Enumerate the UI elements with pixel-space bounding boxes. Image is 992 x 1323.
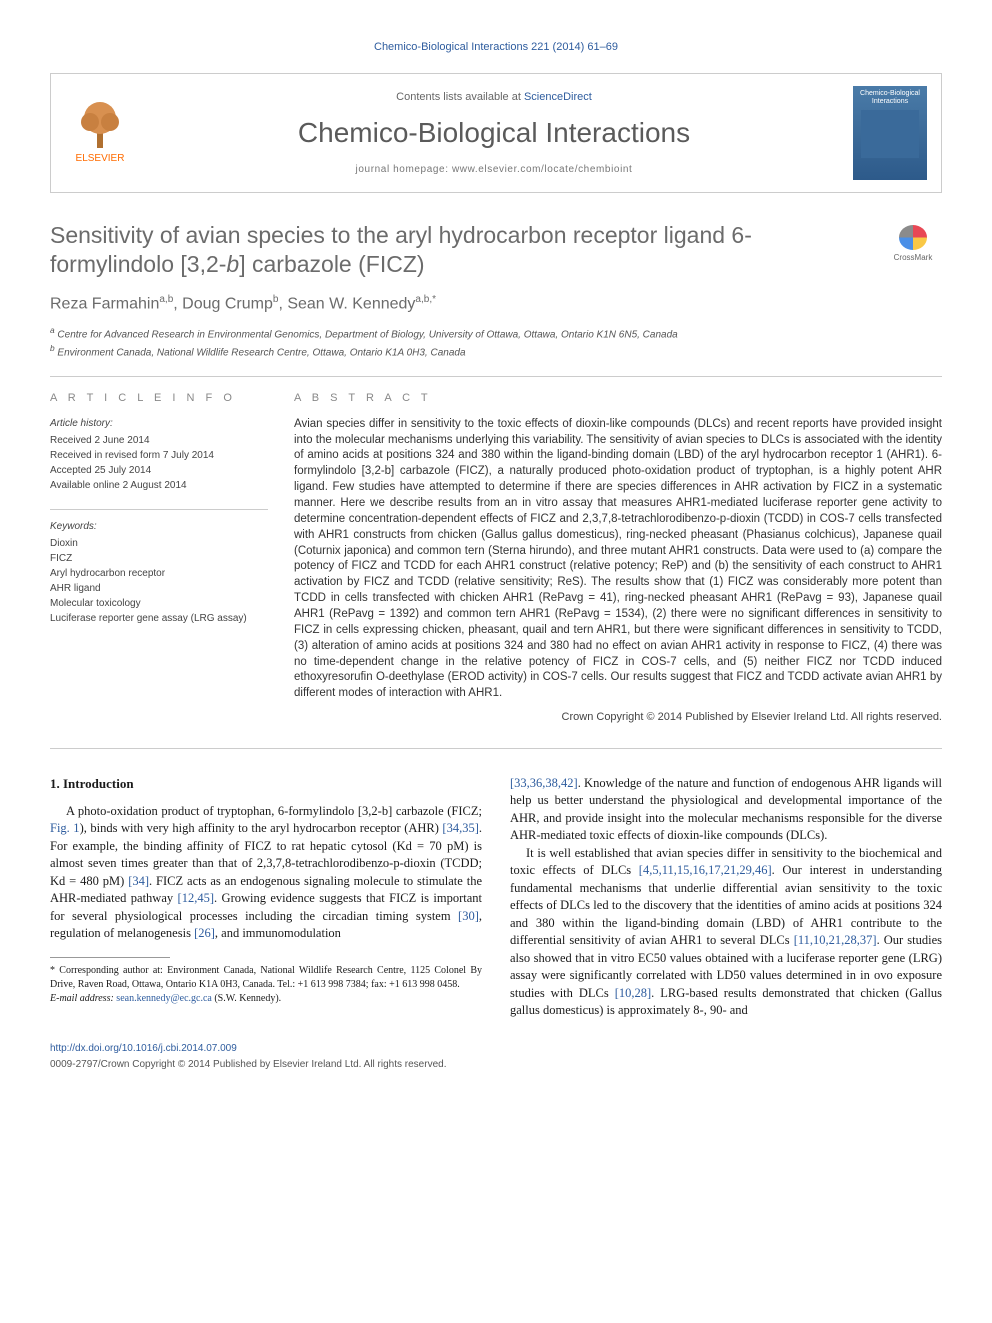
journal-cover-thumbnail: Chemico-Biological Interactions [853,86,927,180]
abstract-copyright: Crown Copyright © 2014 Published by Else… [294,710,942,725]
contents-available-line: Contents lists available at ScienceDirec… [135,90,853,105]
citation-link[interactable]: [10,28] [615,986,651,1000]
section-heading: 1. Introduction [50,775,482,793]
affiliation-b-text: Environment Canada, National Wildlife Re… [57,347,465,358]
homepage-url: www.elsevier.com/locate/chembioint [452,164,632,175]
abstract-text: Avian species differ in sensitivity to t… [294,417,942,702]
keyword: Aryl hydrocarbon receptor [50,566,268,581]
affiliation-b: b Environment Canada, National Wildlife … [50,342,942,360]
citation-link[interactable]: [30] [458,909,479,923]
body-paragraph: A photo-oxidation product of tryptophan,… [50,803,482,943]
body-text-span: , and immunomodulation [215,926,341,940]
running-head: Chemico-Biological Interactions 221 (201… [50,40,942,55]
body-paragraph: [33,36,38,42]. Knowledge of the nature a… [510,775,942,845]
citation-link[interactable]: [12,45] [178,891,214,905]
journal-name: Chemico-Biological Interactions [135,113,853,152]
authors-line: Reza Farmahina,b, Doug Crumpb, Sean W. K… [50,293,942,316]
journal-cover-text: Chemico-Biological Interactions [857,90,923,105]
article-history-label: Article history: [50,417,268,431]
citation-link[interactable]: [33,36,38,42] [510,776,578,790]
keywords-label: Keywords: [50,520,268,534]
keyword: AHR ligand [50,581,268,596]
abstract-heading: A B S T R A C T [294,391,942,406]
journal-cover-image [861,110,919,158]
contents-prefix: Contents lists available at [396,91,524,103]
citation-link[interactable]: [4,5,11,15,16,17,21,29,46] [639,863,772,877]
history-accepted: Accepted 25 July 2014 [50,463,268,478]
footnote-corr: * Corresponding author at: Environment C… [50,964,482,992]
homepage-prefix: journal homepage: [356,164,452,175]
divider [50,376,942,377]
body-text-span: A photo-oxidation product of tryptophan,… [66,804,482,818]
citation-link[interactable]: [26] [194,926,215,940]
publisher-logo: ELSEVIER [65,94,135,172]
divider [50,509,268,510]
doi-link[interactable]: http://dx.doi.org/10.1016/j.cbi.2014.07.… [50,1043,237,1054]
crossmark-badge[interactable]: CrossMark [884,225,942,263]
email-link[interactable]: sean.kennedy@ec.gc.ca [116,993,212,1004]
keyword: FICZ [50,551,268,566]
keyword: Dioxin [50,536,268,551]
body-paragraph: It is well established that avian specie… [510,845,942,1020]
citation-link[interactable]: [34] [128,874,149,888]
body-text: 1. Introduction A photo-oxidation produc… [50,775,942,1020]
footnote-email-line: E-mail address: sean.kennedy@ec.gc.ca (S… [50,992,482,1006]
affiliation-a-text: Centre for Advanced Research in Environm… [57,329,677,340]
footer-copyright: 0009-2797/Crown Copyright © 2014 Publish… [50,1058,942,1072]
page-footer: http://dx.doi.org/10.1016/j.cbi.2014.07.… [50,1042,942,1072]
crossmark-icon [899,225,927,250]
citation-link[interactable]: [11,10,21,28,37] [794,933,877,947]
article-info-heading: A R T I C L E I N F O [50,391,268,406]
publisher-logo-text: ELSEVIER [76,152,125,166]
elsevier-tree-icon [78,100,122,150]
body-text-span: ), binds with very high affinity to the … [80,821,443,835]
affiliation-a: a Centre for Advanced Research in Enviro… [50,324,942,342]
email-tail: (S.W. Kennedy). [212,993,281,1004]
crossmark-label: CrossMark [894,252,933,263]
journal-homepage-line: journal homepage: www.elsevier.com/locat… [135,163,853,177]
history-received: Received 2 June 2014 [50,433,268,448]
journal-header-box: ELSEVIER Contents lists available at Sci… [50,73,942,193]
history-online: Available online 2 August 2014 [50,478,268,493]
keyword: Molecular toxicology [50,596,268,611]
keyword: Luciferase reporter gene assay (LRG assa… [50,611,268,626]
citation-link[interactable]: [34,35] [442,821,478,835]
figure-ref-link[interactable]: Fig. 1 [50,821,80,835]
history-revised: Received in revised form 7 July 2014 [50,448,268,463]
corresponding-author-footnote: * Corresponding author at: Environment C… [50,964,482,1006]
email-label: E-mail address: [50,993,116,1004]
footnote-separator [50,957,170,958]
sciencedirect-link[interactable]: ScienceDirect [524,91,592,103]
article-title: Sensitivity of avian species to the aryl… [50,221,820,279]
divider [50,748,942,749]
affiliations: a Centre for Advanced Research in Enviro… [50,324,942,361]
